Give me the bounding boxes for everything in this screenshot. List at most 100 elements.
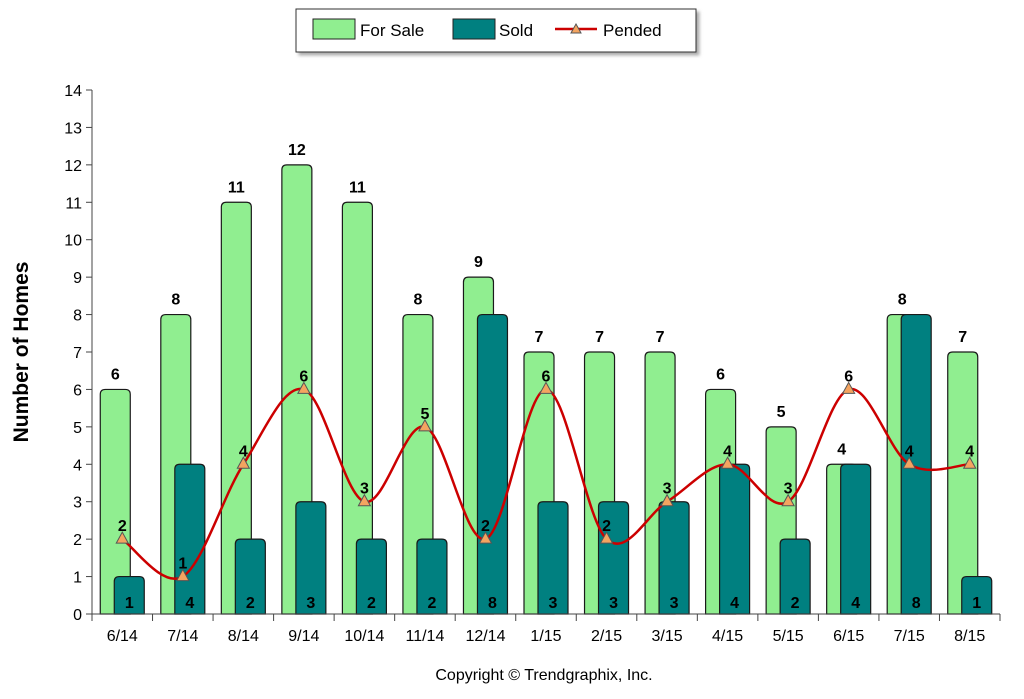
pended-marker (962, 456, 977, 469)
pended-marker (175, 568, 190, 582)
x-tick-label: 10/14 (344, 628, 384, 645)
data-label-sold: 3 (549, 595, 558, 612)
data-label-pended: 1 (178, 556, 187, 573)
data-label-sold: 2 (791, 595, 800, 612)
data-label-pended: 3 (360, 481, 369, 498)
data-label-pended: 3 (663, 481, 672, 498)
data-label-pended: 4 (965, 443, 974, 460)
data-label-sold: 2 (427, 595, 436, 612)
y-tick-label: 8 (73, 308, 82, 325)
pended-marker (841, 381, 856, 394)
y-tick-label: 13 (64, 120, 82, 137)
y-tick-label: 7 (73, 345, 82, 362)
data-label-pended: 2 (602, 518, 611, 535)
x-tick-label: 5/15 (773, 628, 804, 645)
y-tick-label: 4 (73, 457, 82, 474)
x-tick-label: 3/15 (651, 628, 682, 645)
y-tick-label: 9 (73, 270, 82, 287)
pended-line-path (121, 387, 970, 580)
legend-box (295, 8, 697, 53)
copyright-text: Copyright © Trendgraphix, Inc. (435, 667, 652, 684)
bar-for-sale (99, 388, 131, 615)
x-tick-label: 8/14 (228, 628, 259, 645)
x-tick-label: 4/15 (712, 628, 743, 645)
legend-label-for-sale: For Sale (360, 21, 424, 40)
data-label-for-sale: 7 (535, 329, 544, 346)
y-tick-label: 11 (65, 195, 82, 212)
x-tick-label: 7/15 (894, 628, 925, 645)
x-axis: 6/14 7/14 8/14 9/14 10/14 11/14 12/14 1/15 2/15 3… (91, 614, 1001, 645)
data-label-for-sale: 8 (171, 292, 180, 309)
pended-marker (236, 456, 251, 469)
pended-marker (418, 418, 432, 432)
data-label-for-sale: 6 (716, 366, 725, 383)
data-label-for-sale: 11 (228, 179, 245, 196)
x-tick-label: 11/14 (406, 628, 445, 645)
bar-sold (416, 538, 448, 615)
data-label-pended: 3 (784, 481, 793, 498)
y-tick-label: 14 (64, 83, 82, 100)
y-tick-label: 12 (64, 158, 82, 175)
bar-sold (476, 313, 509, 615)
bar-sold (174, 463, 206, 615)
y-tick-label: 6 (73, 382, 82, 399)
pended-marker (357, 493, 372, 507)
bar-for-sale (220, 201, 252, 615)
data-label-for-sale: 11 (349, 179, 366, 196)
data-label-for-sale: 9 (474, 254, 483, 271)
y-tick-label: 5 (73, 420, 82, 437)
pended-marker (297, 381, 311, 394)
bar-sold (113, 575, 145, 615)
data-label-sold: 3 (609, 595, 618, 612)
bar-sold (840, 463, 872, 615)
data-label-for-sale: 8 (898, 292, 907, 309)
bar-for-sale (341, 201, 373, 615)
pended-marker (478, 531, 493, 544)
pended-marker (115, 531, 130, 544)
y-axis-title: Number of Homes (10, 262, 33, 443)
legend-label-pended: Pended (603, 21, 662, 40)
bar-sold (234, 538, 266, 615)
pended-marker (720, 456, 735, 469)
bar-sold (961, 575, 993, 615)
data-label-for-sale: 7 (595, 329, 604, 346)
x-tick-label: 9/14 (288, 628, 319, 645)
data-label-sold: 3 (670, 595, 679, 612)
pended-marker (902, 456, 917, 469)
x-tick-label: 1/15 (530, 628, 561, 645)
data-label-pended: 4 (239, 443, 248, 460)
data-label-pended: 6 (844, 368, 853, 385)
data-label-sold: 8 (488, 595, 497, 612)
bar-sold (658, 501, 690, 615)
bar-sold (779, 538, 811, 615)
bar-sold (295, 501, 327, 615)
legend: For Sale Sold Pended (295, 8, 697, 53)
data-label-sold: 3 (306, 595, 315, 612)
bar-sold (719, 463, 751, 615)
data-label-for-sale: 5 (777, 404, 786, 421)
pended-marker (599, 531, 614, 544)
y-tick-label: 1 (73, 570, 82, 587)
x-tick-label: 8/15 (954, 628, 985, 645)
y-tick-label: 10 (64, 233, 82, 250)
y-tick-label: 0 (73, 607, 82, 624)
data-label-pended: 4 (723, 443, 732, 460)
legend-marker-pended (570, 22, 582, 34)
legend-label-sold: Sold (499, 21, 533, 40)
data-label-pended: 4 (905, 443, 914, 460)
data-label-sold: 4 (185, 595, 194, 612)
bar-sold (900, 313, 932, 615)
data-label-pended: 2 (118, 518, 127, 535)
bar-sold (597, 501, 630, 615)
x-tick-label: 7/14 (167, 628, 198, 645)
series-pended (115, 381, 977, 582)
data-label-sold: 1 (125, 595, 134, 612)
legend-swatch-for-sale (312, 18, 356, 40)
data-label-sold: 2 (246, 595, 255, 612)
x-tick-label: 12/14 (465, 628, 505, 645)
bar-for-sale (947, 351, 979, 615)
x-tick-label: 6/15 (833, 628, 864, 645)
data-label-sold: 1 (972, 595, 981, 612)
